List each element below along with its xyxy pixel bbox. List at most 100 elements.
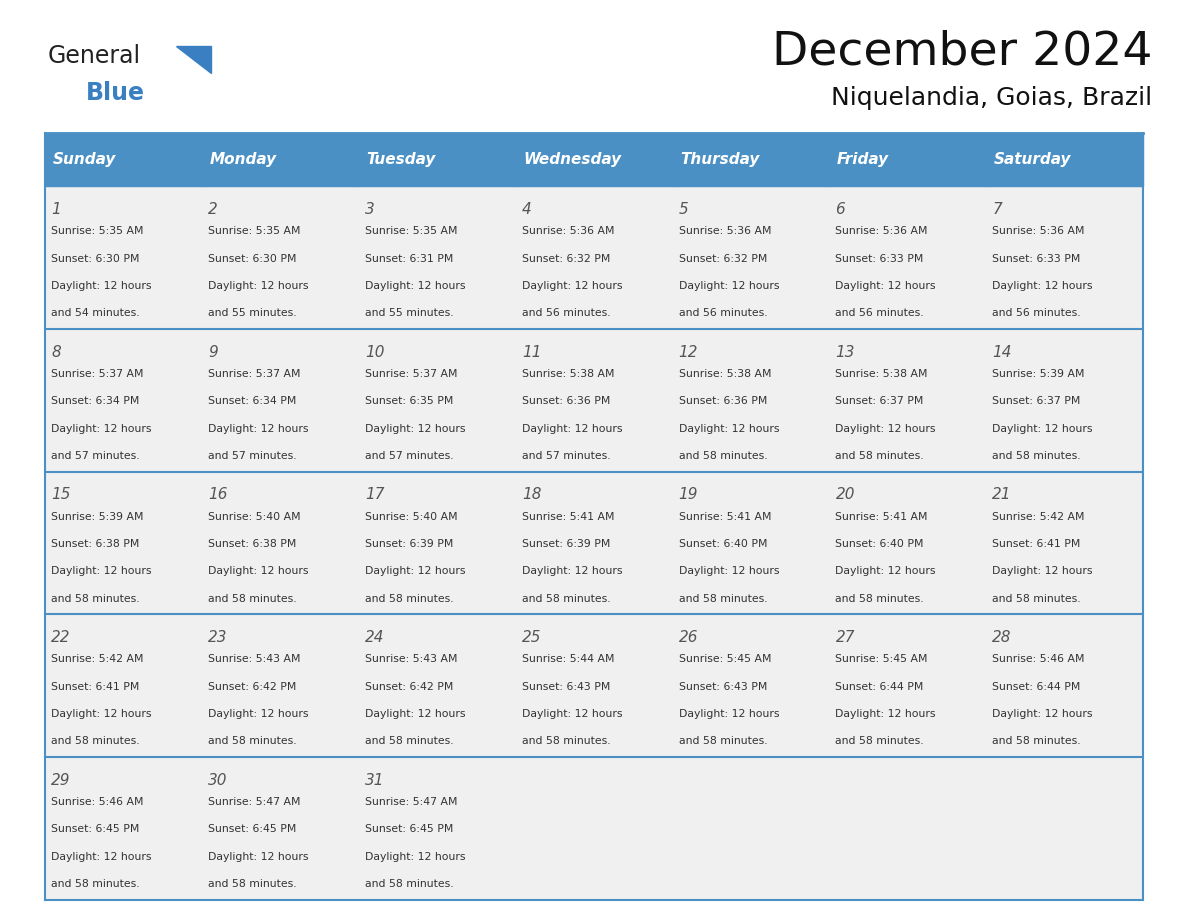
Text: 21: 21 xyxy=(992,487,1012,502)
Text: and 58 minutes.: and 58 minutes. xyxy=(992,451,1081,461)
Text: Sunrise: 5:40 AM: Sunrise: 5:40 AM xyxy=(365,511,457,521)
Text: Daylight: 12 hours: Daylight: 12 hours xyxy=(678,566,779,577)
Bar xyxy=(45,133,202,186)
Text: Sunrise: 5:41 AM: Sunrise: 5:41 AM xyxy=(678,511,771,521)
Text: Daylight: 12 hours: Daylight: 12 hours xyxy=(208,852,309,862)
Bar xyxy=(45,614,1143,757)
Text: and 58 minutes.: and 58 minutes. xyxy=(522,736,611,746)
Bar xyxy=(672,133,829,186)
Text: and 58 minutes.: and 58 minutes. xyxy=(992,736,1081,746)
Text: and 57 minutes.: and 57 minutes. xyxy=(522,451,611,461)
Text: Sunrise: 5:47 AM: Sunrise: 5:47 AM xyxy=(208,797,301,807)
Text: Daylight: 12 hours: Daylight: 12 hours xyxy=(365,281,466,291)
Text: Sunset: 6:45 PM: Sunset: 6:45 PM xyxy=(208,824,297,834)
Polygon shape xyxy=(176,46,211,73)
Text: 12: 12 xyxy=(678,344,699,360)
Text: Sunset: 6:36 PM: Sunset: 6:36 PM xyxy=(522,397,611,407)
Text: 30: 30 xyxy=(208,773,228,788)
Text: Sunset: 6:42 PM: Sunset: 6:42 PM xyxy=(365,682,454,691)
Text: 19: 19 xyxy=(678,487,699,502)
Text: Sunset: 6:44 PM: Sunset: 6:44 PM xyxy=(992,682,1081,691)
Text: Sunset: 6:32 PM: Sunset: 6:32 PM xyxy=(522,253,611,263)
Text: 8: 8 xyxy=(51,344,61,360)
Text: 10: 10 xyxy=(365,344,385,360)
Text: 22: 22 xyxy=(51,630,71,645)
Text: 6: 6 xyxy=(835,202,845,217)
Text: Sunrise: 5:40 AM: Sunrise: 5:40 AM xyxy=(208,511,301,521)
Text: Daylight: 12 hours: Daylight: 12 hours xyxy=(992,424,1093,433)
Text: Sunset: 6:43 PM: Sunset: 6:43 PM xyxy=(678,682,767,691)
Text: Daylight: 12 hours: Daylight: 12 hours xyxy=(51,281,152,291)
Text: Daylight: 12 hours: Daylight: 12 hours xyxy=(835,424,936,433)
Text: 28: 28 xyxy=(992,630,1012,645)
Text: 25: 25 xyxy=(522,630,542,645)
Text: Sunset: 6:45 PM: Sunset: 6:45 PM xyxy=(51,824,140,834)
Text: Daylight: 12 hours: Daylight: 12 hours xyxy=(678,709,779,719)
Text: Daylight: 12 hours: Daylight: 12 hours xyxy=(208,709,309,719)
Text: Sunset: 6:37 PM: Sunset: 6:37 PM xyxy=(835,397,924,407)
Text: 29: 29 xyxy=(51,773,71,788)
Text: Sunset: 6:35 PM: Sunset: 6:35 PM xyxy=(365,397,454,407)
Text: Daylight: 12 hours: Daylight: 12 hours xyxy=(835,709,936,719)
Text: Sunset: 6:37 PM: Sunset: 6:37 PM xyxy=(992,397,1081,407)
Text: Thursday: Thursday xyxy=(681,152,759,167)
Text: Sunrise: 5:41 AM: Sunrise: 5:41 AM xyxy=(835,511,928,521)
Text: Sunset: 6:38 PM: Sunset: 6:38 PM xyxy=(51,539,140,549)
Text: Daylight: 12 hours: Daylight: 12 hours xyxy=(522,566,623,577)
Text: Sunset: 6:36 PM: Sunset: 6:36 PM xyxy=(678,397,767,407)
Text: and 56 minutes.: and 56 minutes. xyxy=(522,308,611,319)
Text: Daylight: 12 hours: Daylight: 12 hours xyxy=(51,709,152,719)
Bar xyxy=(986,133,1143,186)
Text: and 58 minutes.: and 58 minutes. xyxy=(208,594,297,604)
Text: Sunrise: 5:35 AM: Sunrise: 5:35 AM xyxy=(51,227,144,236)
Bar xyxy=(359,133,516,186)
Text: Sunset: 6:44 PM: Sunset: 6:44 PM xyxy=(835,682,924,691)
Text: Sunrise: 5:46 AM: Sunrise: 5:46 AM xyxy=(51,797,144,807)
Text: Sunset: 6:40 PM: Sunset: 6:40 PM xyxy=(835,539,924,549)
Text: and 58 minutes.: and 58 minutes. xyxy=(365,879,454,890)
Text: 26: 26 xyxy=(678,630,699,645)
Text: and 56 minutes.: and 56 minutes. xyxy=(835,308,924,319)
Text: and 58 minutes.: and 58 minutes. xyxy=(522,594,611,604)
Text: Sunset: 6:33 PM: Sunset: 6:33 PM xyxy=(835,253,924,263)
Text: and 56 minutes.: and 56 minutes. xyxy=(992,308,1081,319)
Text: 9: 9 xyxy=(208,344,217,360)
Text: Sunset: 6:45 PM: Sunset: 6:45 PM xyxy=(365,824,454,834)
Text: 4: 4 xyxy=(522,202,531,217)
Text: 27: 27 xyxy=(835,630,855,645)
Text: December 2024: December 2024 xyxy=(772,29,1152,74)
Text: and 55 minutes.: and 55 minutes. xyxy=(208,308,297,319)
Text: Sunrise: 5:36 AM: Sunrise: 5:36 AM xyxy=(522,227,614,236)
Text: Sunset: 6:31 PM: Sunset: 6:31 PM xyxy=(365,253,454,263)
Text: Sunrise: 5:43 AM: Sunrise: 5:43 AM xyxy=(208,655,301,665)
Text: Sunrise: 5:36 AM: Sunrise: 5:36 AM xyxy=(835,227,928,236)
Text: and 58 minutes.: and 58 minutes. xyxy=(678,736,767,746)
Text: Daylight: 12 hours: Daylight: 12 hours xyxy=(522,281,623,291)
Text: Sunrise: 5:42 AM: Sunrise: 5:42 AM xyxy=(51,655,144,665)
Text: Sunrise: 5:45 AM: Sunrise: 5:45 AM xyxy=(678,655,771,665)
Text: 15: 15 xyxy=(51,487,71,502)
Text: and 58 minutes.: and 58 minutes. xyxy=(365,736,454,746)
Text: Daylight: 12 hours: Daylight: 12 hours xyxy=(51,852,152,862)
Bar xyxy=(45,472,1143,614)
Text: and 58 minutes.: and 58 minutes. xyxy=(208,879,297,890)
Text: General: General xyxy=(48,44,140,68)
Text: Daylight: 12 hours: Daylight: 12 hours xyxy=(835,566,936,577)
Text: Daylight: 12 hours: Daylight: 12 hours xyxy=(992,281,1093,291)
Text: Friday: Friday xyxy=(838,152,889,167)
Text: Daylight: 12 hours: Daylight: 12 hours xyxy=(365,566,466,577)
Text: Sunset: 6:34 PM: Sunset: 6:34 PM xyxy=(51,397,140,407)
Text: Sunset: 6:30 PM: Sunset: 6:30 PM xyxy=(51,253,140,263)
Text: Daylight: 12 hours: Daylight: 12 hours xyxy=(208,424,309,433)
Text: Daylight: 12 hours: Daylight: 12 hours xyxy=(992,566,1093,577)
Text: and 58 minutes.: and 58 minutes. xyxy=(51,594,140,604)
Text: 16: 16 xyxy=(208,487,228,502)
Bar xyxy=(45,329,1143,472)
Text: Tuesday: Tuesday xyxy=(367,152,436,167)
Text: Sunrise: 5:47 AM: Sunrise: 5:47 AM xyxy=(365,797,457,807)
Text: Daylight: 12 hours: Daylight: 12 hours xyxy=(51,424,152,433)
Text: and 58 minutes.: and 58 minutes. xyxy=(678,594,767,604)
Text: Sunset: 6:40 PM: Sunset: 6:40 PM xyxy=(678,539,767,549)
Text: and 58 minutes.: and 58 minutes. xyxy=(51,736,140,746)
Text: Sunset: 6:43 PM: Sunset: 6:43 PM xyxy=(522,682,611,691)
